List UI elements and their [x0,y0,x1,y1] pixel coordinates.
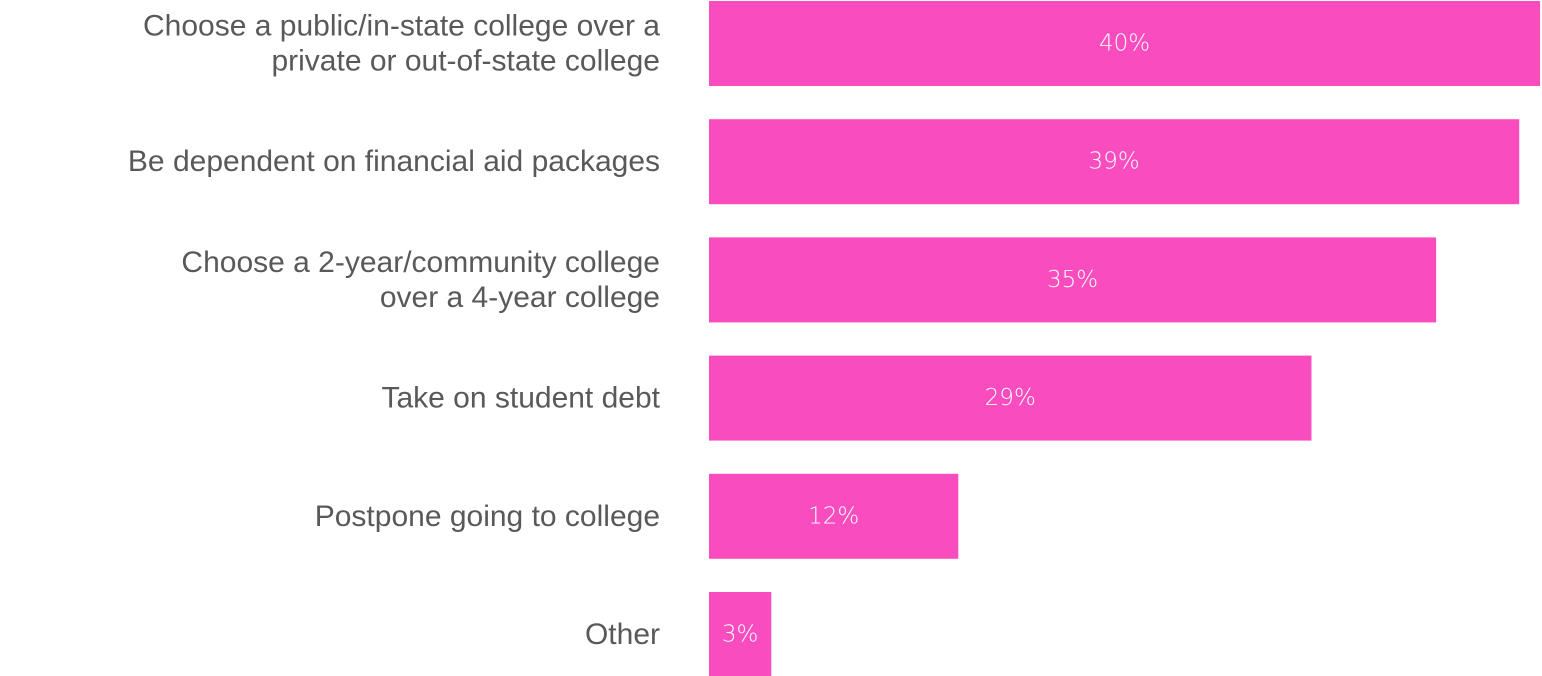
category-label-line: Choose a public/in-state college over a [143,10,660,43]
value-labels: 40% 39% 35% 29% 12% 3% [722,31,1150,648]
value-label-4: 12% [808,503,859,529]
bar-0 [709,1,1540,86]
bar-5 [709,592,772,676]
category-label-5: Other [585,618,660,651]
bar-2 [709,237,1437,323]
category-label-line: Be dependent on financial aid packages [128,145,660,178]
bars [709,1,1540,676]
category-label-line: Take on student debt [381,382,660,415]
value-label-0: 40% [1099,31,1150,57]
category-label-1: Be dependent on financial aid packages [128,145,660,178]
category-label-4: Postpone going to college [315,500,660,533]
category-label-line: Postpone going to college [315,500,660,533]
bar-3 [709,355,1312,441]
category-label-line: Other [585,618,660,651]
category-label-2: Choose a 2-year/community college over a … [181,246,660,314]
category-label-3: Take on student debt [381,382,660,415]
value-label-2: 35% [1047,267,1098,293]
bar-1 [709,119,1520,205]
category-label-line: over a 4-year college [380,281,660,314]
value-label-1: 39% [1089,149,1140,175]
value-label-5: 3% [722,622,759,648]
category-label-line: Choose a 2-year/community college [181,246,660,279]
value-label-3: 29% [985,385,1036,411]
category-label-line: private or out-of-state college [271,45,660,78]
bar-4 [709,473,959,559]
